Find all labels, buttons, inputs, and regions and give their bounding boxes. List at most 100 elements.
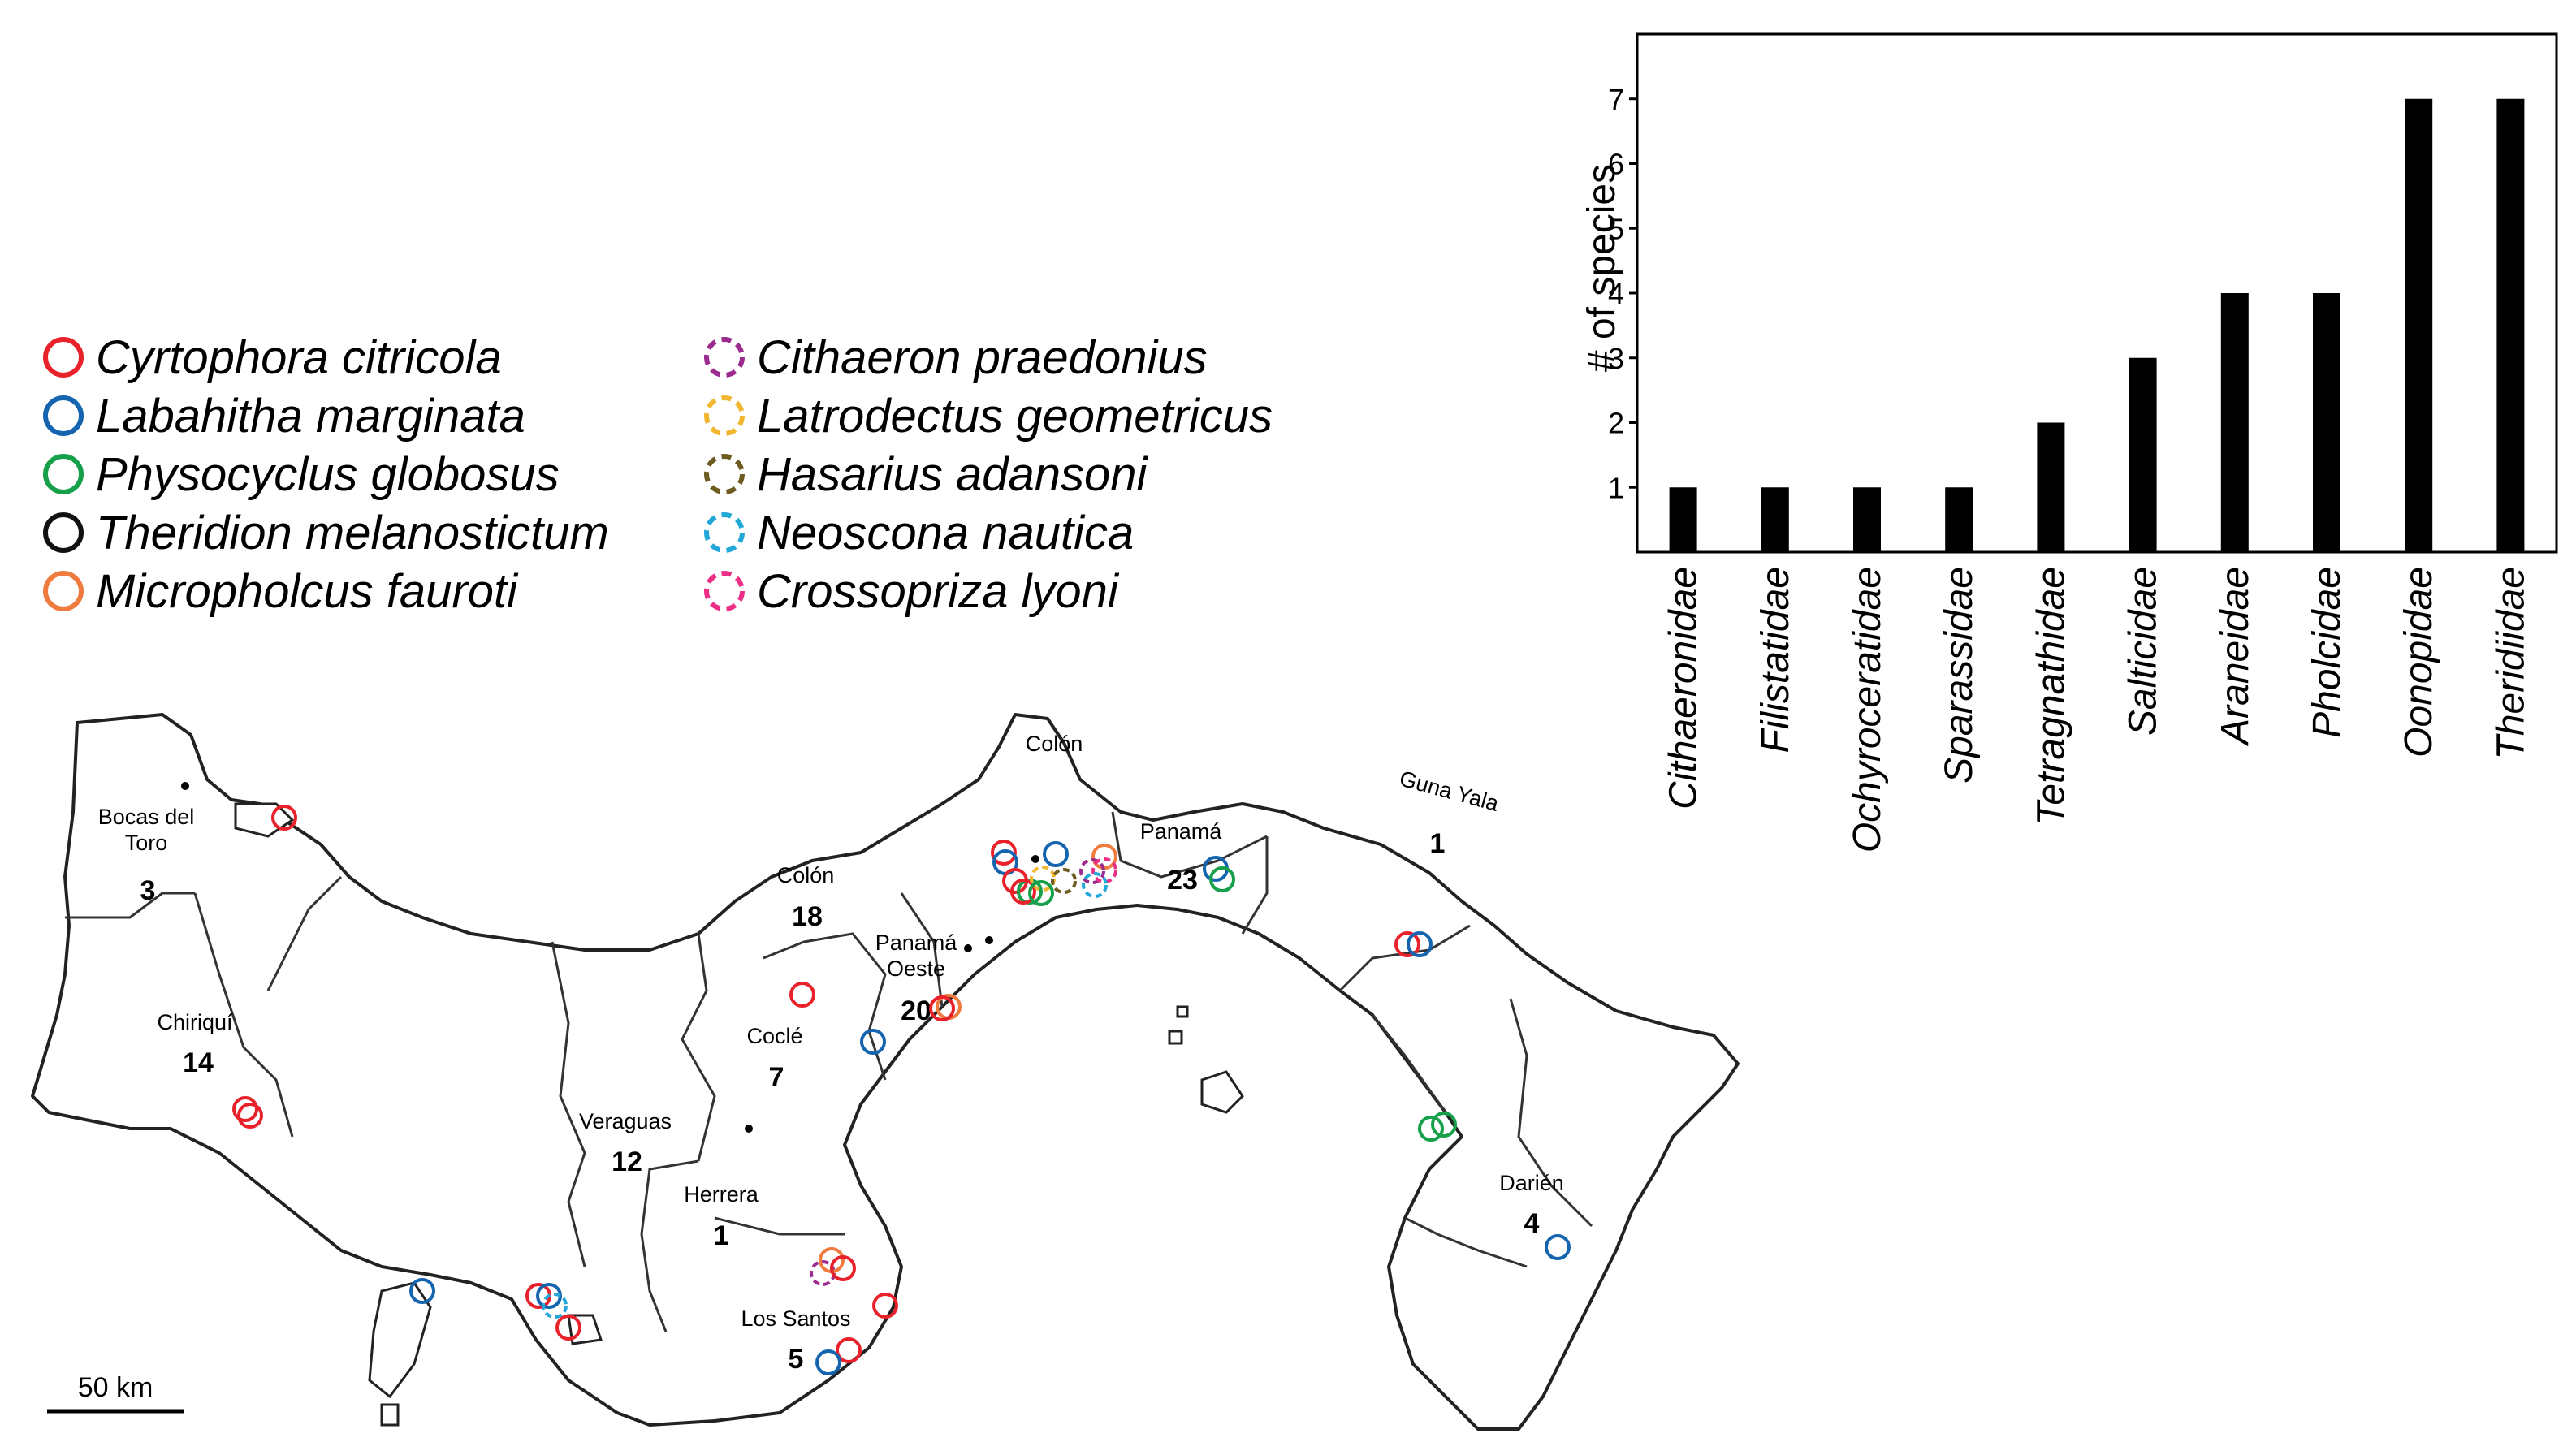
province-name: Coclé [746, 1024, 802, 1048]
occurrence-point [1028, 880, 1054, 906]
x-tick-label: Salticidae [2122, 567, 2165, 736]
y-tick-label: 6 [1608, 148, 1624, 181]
x-axis-labels: Cithaeronidae Filistatidae Ochyroceratidae… [1662, 567, 2533, 853]
province-count: 12 [612, 1146, 642, 1177]
bar [2405, 98, 2433, 552]
province-name: Panamá [1140, 819, 1223, 844]
y-axis-label: # of species [1580, 164, 1623, 372]
x-tick-label: Pholcidae [2306, 567, 2349, 738]
occurrence-point [830, 1255, 856, 1281]
panama-outline [31, 713, 1740, 1431]
bar [1669, 487, 1697, 552]
occurrence-point [232, 1096, 258, 1122]
occurrence-point [237, 1103, 263, 1129]
occurrence-point [542, 1293, 568, 1319]
legend-marker [43, 512, 84, 553]
occurrence-point [1545, 1234, 1571, 1260]
legend-marker [704, 512, 745, 553]
town-dot [181, 782, 189, 790]
province-name: Chiriquí [157, 1010, 233, 1034]
bar [2220, 293, 2249, 552]
x-tick-label: Theridiidae [2489, 567, 2532, 759]
occurrence-point [1394, 931, 1420, 957]
province-name: Los Santos [741, 1306, 850, 1331]
x-tick-label: Oonopidae [2397, 567, 2440, 758]
occurrence-point [1431, 1112, 1457, 1138]
occurrence-point [271, 805, 297, 831]
province-name: Darién [1499, 1171, 1564, 1195]
town-dot [985, 936, 993, 944]
province-count: 14 [183, 1047, 214, 1078]
legend-label: Crossopriza lyoni [757, 565, 1120, 618]
legend-marker [43, 337, 84, 378]
y-tick-label: 1 [1608, 471, 1624, 504]
occurrence-point [929, 995, 955, 1021]
legend-label: Physocyclus globosus [96, 448, 560, 501]
legend-marker [43, 454, 84, 494]
scale-label: 50 km [78, 1372, 153, 1403]
town-dot [1031, 855, 1039, 863]
y-tick-label: 4 [1608, 277, 1624, 310]
occurrence-point [1010, 879, 1036, 905]
legend-marker [43, 395, 84, 436]
occurrence-point [815, 1349, 841, 1375]
province-count: 3 [140, 875, 156, 906]
y-tick-label: 7 [1608, 83, 1624, 116]
town-dot [745, 1125, 753, 1133]
province-count: 1 [714, 1220, 729, 1251]
occurrence-point [1418, 1116, 1444, 1142]
legend-marker [43, 571, 84, 611]
scale-bar: 50 km [47, 1372, 184, 1414]
legend-label: Latrodectus geometricus [757, 390, 1273, 443]
bar [2037, 422, 2065, 552]
occurrence-point [555, 1315, 581, 1341]
legend-marker [704, 395, 745, 436]
bars [1669, 98, 2525, 552]
legend-label: Cithaeron praedonius [757, 331, 1208, 384]
occurrence-point [1407, 931, 1433, 957]
y-tick-label: 5 [1608, 212, 1624, 245]
province-name: Colón [1026, 732, 1083, 756]
occurrence-point [1082, 872, 1108, 898]
province-count: 23 [1167, 865, 1198, 896]
bar [1945, 487, 1973, 552]
province-name: Panamá Oeste [875, 930, 958, 981]
bar [1853, 487, 1881, 552]
province-name: Veraguas [579, 1109, 672, 1133]
occurrence-point [860, 1029, 886, 1055]
bar-chart: 1 2 3 4 5 6 7 Cithaeronidae Filistatidae Ochyroc… [1580, 32, 2558, 853]
occurrence-point [1017, 879, 1043, 905]
province-count: 1 [1430, 828, 1446, 859]
province-count: 5 [789, 1344, 804, 1375]
province-count: 4 [1524, 1208, 1540, 1239]
occurrence-point [1043, 841, 1069, 867]
legend-label: Micropholcus fauroti [96, 565, 519, 618]
x-tick-label: Sparassidae [1938, 567, 1981, 784]
occurrence-point [1091, 857, 1117, 883]
y-tick-label: 2 [1608, 407, 1624, 440]
occurrence-point [1051, 868, 1077, 894]
occurrence-point [872, 1293, 898, 1319]
bar [2496, 98, 2525, 552]
x-tick-label: Araneidae [2214, 567, 2257, 747]
bar [1761, 487, 1789, 552]
occurrence-point [991, 840, 1017, 866]
province-count: 20 [901, 995, 931, 1026]
occurrence-points [181, 782, 1571, 1375]
province-name: Bocas del Toro [98, 805, 195, 855]
legend-label: Cyrtophora citricola [96, 331, 502, 384]
legend-marker [704, 571, 745, 611]
x-tick-label: Cithaeronidae [1662, 567, 1705, 810]
occurrence-point [1030, 866, 1056, 892]
occurrence-point [789, 982, 815, 1008]
legend-label: Neoscona nautica [757, 507, 1134, 559]
bar [2313, 293, 2340, 552]
x-tick-label: Ochyroceratidae [1846, 567, 1889, 853]
legend-marker [704, 337, 745, 378]
legend-marker [704, 454, 745, 494]
occurrence-point [1209, 866, 1235, 892]
bar [2129, 357, 2157, 552]
province-name: Guna Yala [1397, 766, 1502, 817]
legend-label: Theridion melanostictum [96, 507, 609, 559]
